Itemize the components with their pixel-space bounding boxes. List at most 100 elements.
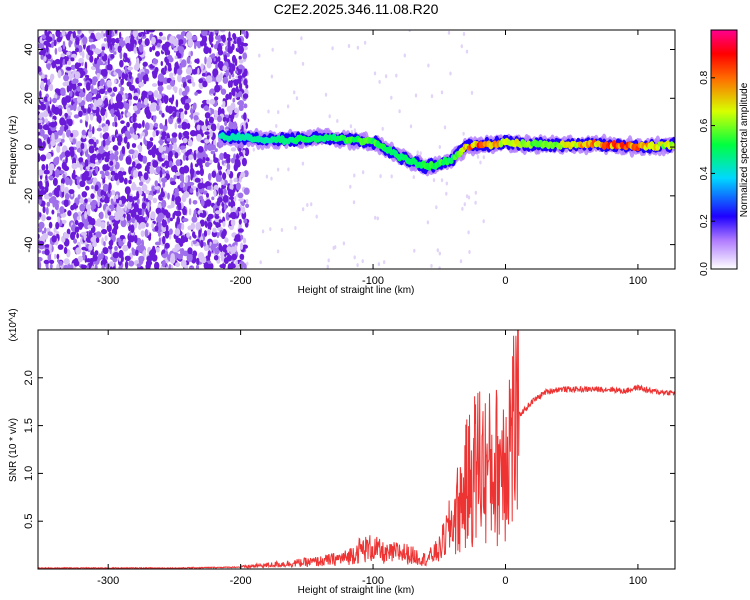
- spectrogram-noise-cell: [185, 175, 189, 184]
- spectrogram-noise-cell: [164, 242, 170, 249]
- spectrogram-noise-cell: [353, 128, 357, 133]
- spectrogram-noise-cell: [85, 204, 92, 210]
- spectrogram-noise-cell: [110, 155, 114, 162]
- spectrogram-noise-cell: [136, 263, 142, 268]
- spectrogram-noise-cell: [97, 98, 103, 106]
- spectrogram-noise-cell: [129, 126, 135, 134]
- spectrogram-noise-cell: [174, 228, 181, 236]
- spectrogram-noise-cell: [97, 198, 100, 208]
- spectrogram-noise-cell: [426, 220, 430, 225]
- spectrogram-noise-cell: [95, 166, 99, 175]
- spectrogram-noise-cell: [105, 262, 111, 269]
- spectrogram-noise-cell: [209, 98, 215, 105]
- spectrogram-noise-cell: [70, 133, 74, 138]
- spectrogram-noise-cell: [84, 198, 88, 203]
- spectrogram-noise-cell: [103, 37, 108, 42]
- spectrogram-noise-cell: [234, 234, 241, 242]
- spectrogram-noise-cell: [97, 73, 100, 80]
- spectrogram-noise-cell: [181, 236, 186, 244]
- spectrogram-noise-cell: [195, 264, 200, 269]
- spectrogram-noise-cell: [63, 199, 69, 208]
- spectrogram-noise-cell: [99, 80, 104, 88]
- spectrogram-noise-cell: [208, 47, 212, 54]
- spectrogram-noise-cell: [110, 96, 113, 105]
- spectrogram-noise-cell: [90, 84, 94, 92]
- spectrogram-noise-cell: [156, 104, 160, 111]
- spectrogram-ytick-label: -20: [23, 188, 35, 204]
- spectrogram-noise-cell: [199, 167, 204, 177]
- spectrogram-noise-cell: [141, 132, 146, 137]
- spectrogram-noise-cell: [149, 46, 153, 53]
- spectrogram-noise-cell: [40, 54, 44, 60]
- spectrogram-noise-cell: [189, 167, 195, 176]
- spectrogram-noise-cell: [161, 162, 166, 167]
- spectrogram-noise-cell: [119, 235, 126, 240]
- spectrogram-noise-cell: [87, 107, 91, 114]
- spectrogram-noise-cell: [67, 59, 72, 66]
- spectrogram-noise-cell: [213, 57, 216, 62]
- spectrogram-noise-cell: [185, 67, 193, 75]
- spectrogram-noise-cell: [223, 152, 227, 158]
- spectrogram-noise-cell: [200, 183, 207, 189]
- spectrogram-noise-cell: [102, 183, 109, 192]
- spectrogram-ytick-label: 40: [23, 43, 35, 55]
- spectrogram-noise-cell: [243, 218, 248, 224]
- spectrogram-noise-cell: [286, 104, 290, 109]
- spectrogram-noise-cell: [46, 265, 49, 269]
- spectrogram-noise-cell: [214, 96, 219, 101]
- spectrogram-noise-cell: [120, 111, 124, 115]
- spectrogram-noise-cell: [89, 113, 94, 121]
- spectrogram-noise-cell: [54, 202, 59, 211]
- spectrogram-noise-cell: [211, 109, 215, 114]
- spectrogram-noise-cell: [77, 30, 81, 35]
- spectrogram-noise-cell: [52, 177, 58, 187]
- spectrogram-noise-cell: [126, 121, 130, 128]
- spectrogram-noise-cell: [118, 252, 122, 259]
- spectrogram-noise-cell: [203, 242, 206, 247]
- spectrogram-noise-cell: [170, 264, 174, 269]
- spectrogram-noise-cell: [135, 249, 139, 256]
- spectrogram-noise-cell: [45, 41, 51, 46]
- spectrogram-noise-cell: [155, 166, 161, 174]
- spectrogram-noise-cell: [242, 52, 248, 60]
- spectrogram-noise-cell: [73, 114, 80, 119]
- spectrogram-noise-cell: [80, 231, 88, 236]
- spectrogram-noise-cell: [126, 202, 132, 209]
- spectrogram-noise-cell: [104, 97, 108, 106]
- spectrogram-noise-cell: [206, 56, 213, 65]
- spectrogram-noise-cell: [200, 30, 208, 37]
- spectrogram-noise-cell: [104, 170, 110, 177]
- spectrogram-noise-cell: [277, 110, 280, 115]
- spectrogram-noise-cell: [124, 102, 130, 111]
- spectrogram-noise-cell: [467, 230, 470, 235]
- spectrogram-noise-cell: [220, 179, 225, 185]
- spectrogram-noise-cell: [177, 52, 182, 59]
- spectrogram-noise-cell: [224, 120, 228, 126]
- spectrogram-noise-cell: [116, 205, 122, 214]
- spectrogram-noise-cell: [199, 212, 204, 218]
- spectrogram-noise-cell: [191, 77, 194, 84]
- spectrogram-noise-cell: [152, 58, 159, 65]
- spectrogram-noise-cell: [182, 165, 190, 174]
- spectrogram-noise-cell: [123, 52, 128, 59]
- spectrogram-noise-cell: [125, 156, 132, 165]
- spectrogram-noise-cell: [46, 216, 52, 221]
- spectrogram-noise-cell: [153, 122, 159, 128]
- spectrogram-noise-cell: [64, 58, 68, 65]
- spectrogram-noise-cell: [208, 159, 213, 164]
- spectrogram-noise-cell: [151, 222, 155, 230]
- spectrogram-noise-cell: [160, 266, 164, 269]
- spectrogram-noise-cell: [93, 99, 98, 107]
- spectrogram-noise-cell: [181, 223, 185, 231]
- spectrogram-noise-cell: [300, 36, 303, 41]
- spectrogram-noise-cell: [102, 115, 105, 121]
- spectrogram-noise-cell: [459, 259, 463, 264]
- spectrogram-noise-cell: [151, 45, 156, 51]
- spectrogram-noise-cell: [89, 30, 95, 33]
- spectrogram-noise-cell: [167, 67, 172, 72]
- spectrogram-noise-cell: [169, 255, 176, 264]
- spectrogram-noise-cell: [269, 227, 272, 232]
- spectrogram-noise-cell: [120, 86, 125, 92]
- spectrogram-noise-cell: [124, 204, 127, 212]
- spectrogram-noise-cell: [156, 39, 163, 45]
